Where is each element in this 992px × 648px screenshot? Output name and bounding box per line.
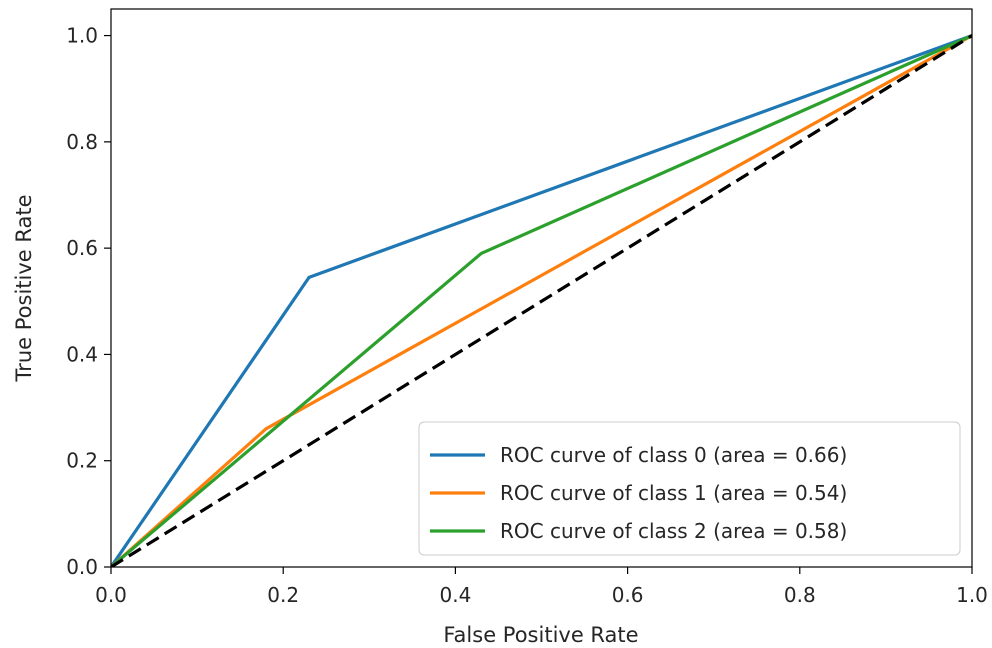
series-layer (111, 33, 972, 567)
x-tick-label: 0.8 (784, 583, 816, 607)
y-tick-label: 0.0 (66, 555, 98, 579)
legend-box (418, 421, 961, 556)
ticks-layer: 0.0 0.2 0.4 0.6 0.8 1.0 0.0 0.2 0.4 0.6 0.8 1.0 (66, 24, 988, 607)
legend-label: ROC curve of class 0 (area = 0.66) (500, 443, 847, 467)
plot-frame (110, 8, 973, 568)
series-line-class-1 (111, 33, 972, 567)
y-tick-label: 0.2 (66, 449, 98, 473)
x-tick-label: 0.6 (612, 583, 644, 607)
y-axis-label: True Positive Rate (12, 194, 36, 382)
y-tick-label: 1.0 (66, 24, 98, 48)
reference-diagonal-line (111, 34, 972, 567)
x-tick-label: 0.2 (267, 583, 299, 607)
series-line-class-0 (111, 33, 972, 567)
legend-label: ROC curve of class 2 (area = 0.58) (500, 519, 847, 543)
x-tick-label: 0.0 (95, 583, 127, 607)
legend-label: ROC curve of class 1 (area = 0.54) (500, 481, 847, 505)
y-tick-label: 0.6 (66, 236, 98, 260)
y-tick-label: 0.4 (66, 342, 98, 366)
y-tick-label: 0.8 (66, 130, 98, 154)
x-axis-label: False Positive Rate (443, 623, 638, 647)
legend: ROC curve of class 0 (area = 0.66) ROC cu… (418, 421, 961, 556)
series-line-class-2 (111, 33, 972, 567)
x-tick-label: 1.0 (956, 583, 988, 607)
x-tick-label: 0.4 (439, 583, 471, 607)
